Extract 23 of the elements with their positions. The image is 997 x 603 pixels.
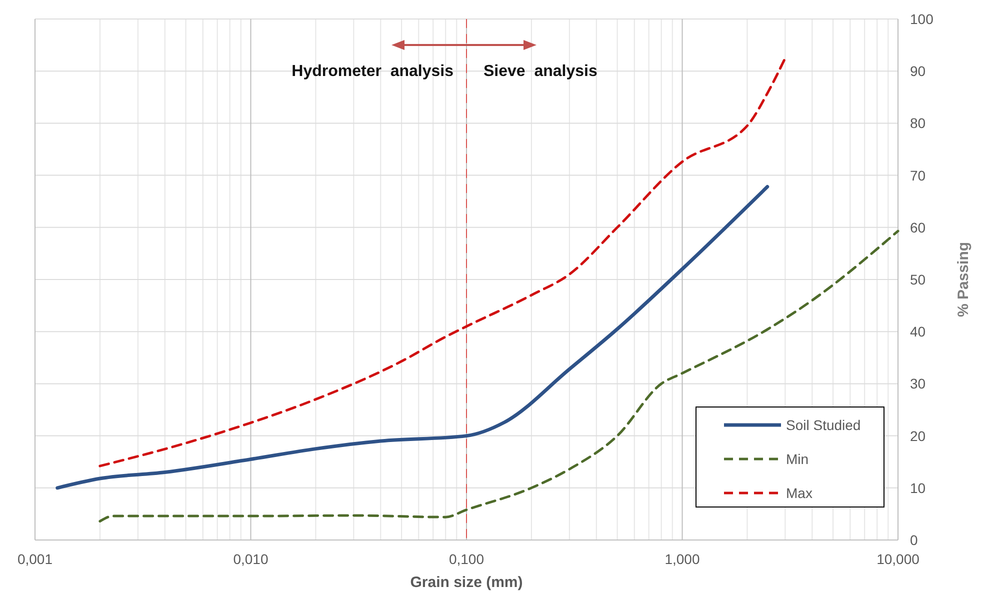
y-tick-label: 40 [910,324,926,340]
y-tick-label: 60 [910,219,926,236]
y-tick-label: 20 [910,428,926,444]
y-tick-label: 50 [910,272,926,288]
x-axis-title: Grain size (mm) [410,574,523,591]
x-tick-label: 10,000 [876,551,920,567]
annotation: Sieve analysis [484,63,598,80]
y-tick-label: 30 [910,376,926,392]
y-tick-label: 10 [910,480,926,496]
annotation: Hydrometer analysis [292,63,454,80]
y-tick-label: 80 [910,115,926,132]
legend-label: Min [786,451,809,467]
x-tick-label: 1,000 [664,551,700,567]
y-tick-label: 90 [910,63,926,80]
y-tick-label: 0 [910,532,918,548]
y-tick-label: 100 [910,11,934,27]
y-tick-label: 70 [910,167,926,184]
legend-label: Soil Studied [786,417,861,433]
x-tick-label: 0,100 [448,551,484,567]
y-axis-title: % Passing [955,242,972,318]
legend-label: Max [786,485,812,501]
x-tick-label: 0,010 [233,551,268,567]
x-tick-label: 0,001 [17,551,53,567]
